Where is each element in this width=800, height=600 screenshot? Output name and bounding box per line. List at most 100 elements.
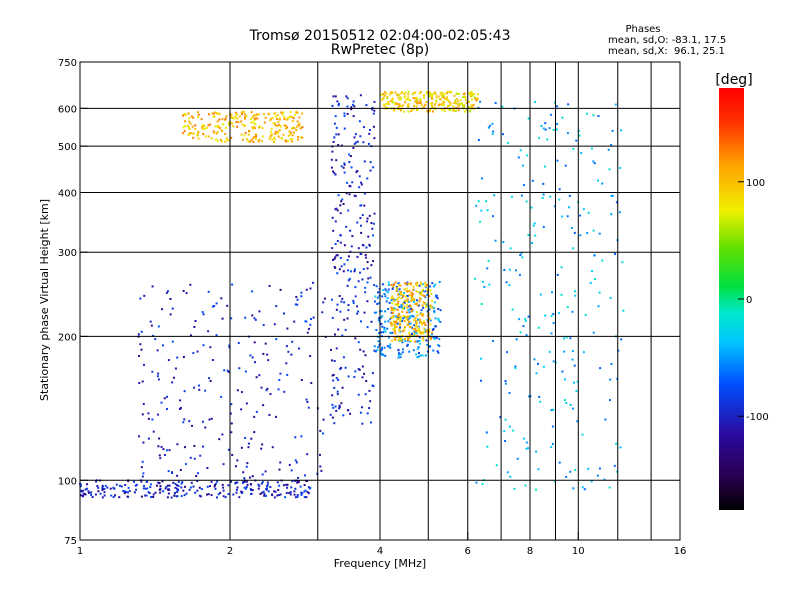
data-point (156, 349, 159, 352)
data-point (383, 94, 386, 97)
data-point (159, 491, 162, 494)
data-point (244, 370, 247, 373)
data-point (511, 308, 514, 311)
data-point (261, 140, 264, 143)
data-point (291, 127, 294, 130)
data-point (501, 105, 504, 108)
data-point (252, 121, 255, 124)
data-point (343, 263, 346, 266)
data-point (371, 372, 374, 375)
data-point (267, 113, 270, 116)
data-point (446, 96, 449, 99)
data-point (197, 384, 200, 387)
data-point (522, 325, 525, 328)
data-point (139, 297, 142, 300)
data-point (274, 115, 277, 118)
data-point (355, 171, 358, 174)
data-point (244, 436, 247, 439)
data-point (183, 390, 186, 393)
data-point (406, 319, 409, 322)
data-point (603, 478, 606, 481)
data-point (373, 109, 376, 112)
data-point (86, 483, 89, 486)
data-point (417, 355, 420, 358)
data-point (341, 386, 344, 389)
data-point (336, 303, 339, 306)
data-point (291, 119, 294, 122)
data-point (290, 486, 293, 489)
data-point (418, 342, 421, 345)
data-point (235, 491, 238, 494)
data-point (149, 483, 152, 486)
data-point (360, 406, 363, 409)
data-point (262, 404, 265, 407)
data-point (396, 308, 399, 311)
data-point (597, 114, 600, 117)
data-point (187, 126, 190, 129)
data-point (123, 490, 126, 493)
data-point (418, 284, 421, 287)
data-point (516, 457, 519, 460)
data-point (398, 290, 401, 293)
data-point (613, 252, 616, 255)
data-point (418, 102, 421, 105)
data-point (398, 306, 401, 309)
data-point (180, 486, 183, 489)
data-point (356, 169, 359, 172)
data-point (352, 299, 355, 302)
data-point (428, 295, 431, 298)
data-point (598, 291, 601, 294)
data-point (284, 139, 287, 142)
data-point (261, 443, 264, 446)
data-point (230, 431, 233, 434)
data-point (523, 437, 526, 440)
data-point (209, 379, 212, 382)
data-point (217, 493, 220, 496)
data-point (306, 453, 309, 456)
data-point (237, 121, 240, 124)
data-point (610, 194, 613, 197)
data-point (429, 345, 432, 348)
data-point (352, 301, 355, 304)
data-point (447, 99, 450, 102)
data-point (241, 138, 244, 141)
data-point (619, 166, 622, 169)
data-point (396, 322, 399, 325)
data-point (134, 484, 137, 487)
data-point (338, 294, 341, 297)
data-point (257, 487, 260, 490)
data-point (366, 220, 369, 223)
data-point (399, 317, 402, 320)
data-point (333, 136, 336, 139)
data-point (403, 92, 406, 95)
data-point (251, 290, 254, 293)
data-point (344, 366, 347, 369)
data-point (162, 448, 165, 451)
data-point (240, 446, 243, 449)
data-point (503, 268, 506, 271)
data-point (256, 117, 259, 120)
data-point (96, 485, 99, 488)
data-point (255, 138, 258, 141)
data-point (378, 302, 381, 305)
data-point (416, 356, 419, 359)
data-point (429, 102, 432, 105)
data-point (415, 353, 418, 356)
data-point (196, 489, 199, 492)
data-point (425, 110, 428, 113)
data-point (578, 134, 581, 137)
data-point (421, 336, 424, 339)
data-point (250, 121, 253, 124)
data-point (322, 418, 325, 421)
data-point (546, 138, 549, 141)
data-point (398, 293, 401, 296)
data-point (253, 317, 256, 320)
data-point (542, 225, 545, 228)
data-point (404, 299, 407, 302)
data-point (353, 375, 356, 378)
data-point (397, 356, 400, 359)
data-point (551, 291, 554, 294)
data-point (395, 320, 398, 323)
data-point (359, 348, 362, 351)
data-point (402, 317, 405, 320)
